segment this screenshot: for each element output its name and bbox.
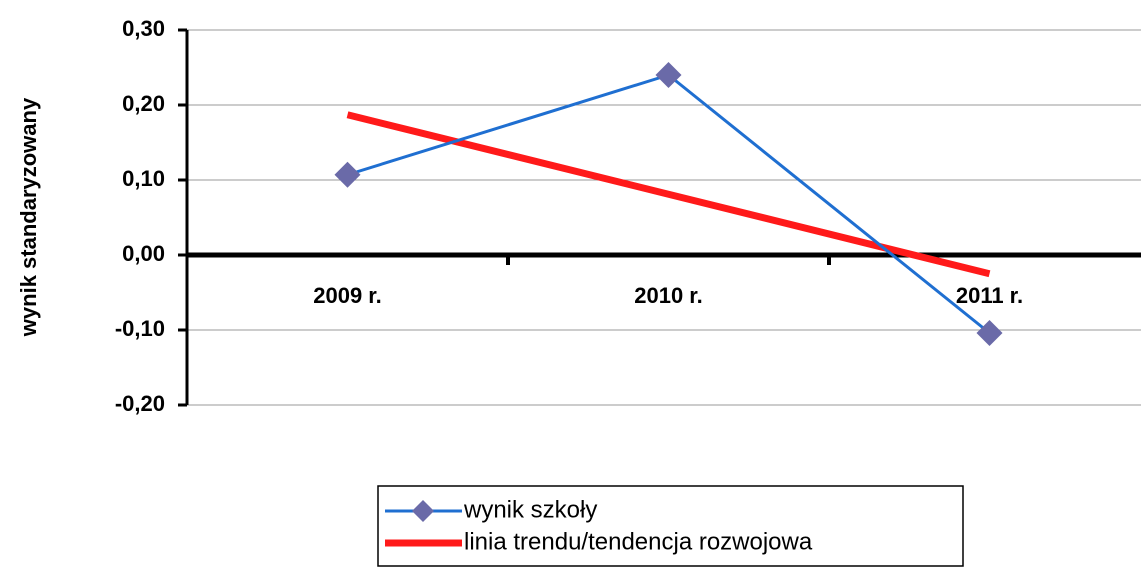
x-tick-label: 2009 r. (313, 283, 382, 308)
marker (334, 161, 361, 188)
marker (655, 62, 682, 88)
y-tick-label: 0,30 (122, 16, 165, 41)
series-line (346, 111, 991, 278)
y-tick-label: -0,10 (115, 316, 165, 341)
legend-label: linia trendu/tendencja rozwojowa (464, 528, 813, 555)
legend-box (377, 485, 964, 567)
y-tick-label: 0,00 (122, 241, 165, 266)
x-tick-label: 2011 r. (956, 283, 1023, 308)
legend-label: wynik szkoły (463, 496, 597, 523)
y-tick-label: 0,20 (122, 91, 165, 116)
y-tick-label: -0,20 (115, 391, 165, 416)
y-tick-label: 0,10 (122, 166, 165, 191)
y-axis-title: wynik standaryzowany (16, 97, 41, 337)
x-tick-label: 2010 r. (634, 283, 703, 308)
marker (976, 320, 1003, 346)
legend-marker (412, 500, 434, 522)
